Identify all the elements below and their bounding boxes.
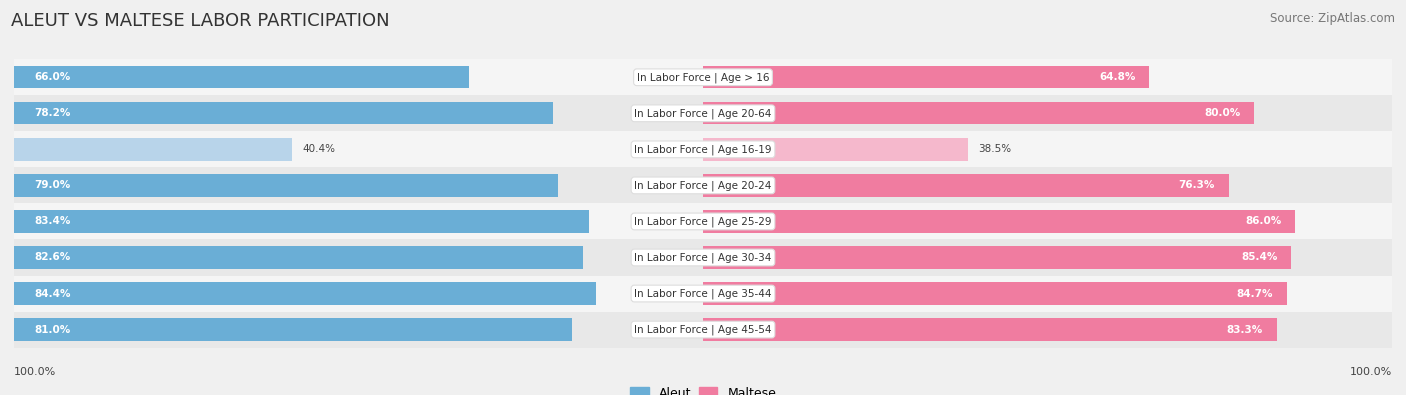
Text: 80.0%: 80.0%: [1204, 108, 1240, 118]
Text: 79.0%: 79.0%: [35, 181, 70, 190]
Bar: [14, 246, 583, 269]
Bar: [14, 276, 1392, 312]
Text: 86.0%: 86.0%: [1246, 216, 1282, 226]
Text: 81.0%: 81.0%: [35, 325, 70, 335]
Text: In Labor Force | Age 45-54: In Labor Force | Age 45-54: [634, 324, 772, 335]
Text: In Labor Force | Age 20-24: In Labor Force | Age 20-24: [634, 180, 772, 191]
Text: In Labor Force | Age 35-44: In Labor Force | Age 35-44: [634, 288, 772, 299]
Bar: [703, 174, 1229, 197]
Bar: [14, 203, 1392, 239]
Bar: [14, 59, 1392, 95]
Text: In Labor Force | Age 30-34: In Labor Force | Age 30-34: [634, 252, 772, 263]
Text: 84.7%: 84.7%: [1236, 288, 1272, 299]
Legend: Aleut, Maltese: Aleut, Maltese: [624, 382, 782, 395]
Text: 84.4%: 84.4%: [35, 288, 72, 299]
Text: 64.8%: 64.8%: [1099, 72, 1136, 82]
Text: In Labor Force | Age 16-19: In Labor Force | Age 16-19: [634, 144, 772, 154]
Text: 100.0%: 100.0%: [1350, 367, 1392, 378]
Text: 38.5%: 38.5%: [979, 144, 1012, 154]
Bar: [14, 312, 1392, 348]
Text: ALEUT VS MALTESE LABOR PARTICIPATION: ALEUT VS MALTESE LABOR PARTICIPATION: [11, 12, 389, 30]
Bar: [14, 102, 553, 124]
Text: In Labor Force | Age 20-64: In Labor Force | Age 20-64: [634, 108, 772, 118]
Bar: [703, 210, 1295, 233]
Bar: [703, 246, 1291, 269]
Text: In Labor Force | Age 25-29: In Labor Force | Age 25-29: [634, 216, 772, 227]
Text: 78.2%: 78.2%: [35, 108, 72, 118]
Bar: [14, 132, 1392, 167]
Bar: [14, 282, 596, 305]
Bar: [14, 66, 468, 88]
Bar: [703, 318, 1277, 341]
Text: 40.4%: 40.4%: [302, 144, 336, 154]
Bar: [703, 282, 1286, 305]
Text: 82.6%: 82.6%: [35, 252, 70, 263]
Text: 83.3%: 83.3%: [1227, 325, 1263, 335]
Bar: [14, 210, 589, 233]
Bar: [703, 102, 1254, 124]
Bar: [14, 167, 1392, 203]
Bar: [703, 138, 969, 160]
Text: 66.0%: 66.0%: [35, 72, 70, 82]
Bar: [14, 95, 1392, 132]
Text: Source: ZipAtlas.com: Source: ZipAtlas.com: [1270, 12, 1395, 25]
Bar: [14, 138, 292, 160]
Text: In Labor Force | Age > 16: In Labor Force | Age > 16: [637, 72, 769, 83]
Bar: [14, 318, 572, 341]
Bar: [14, 239, 1392, 276]
Text: 100.0%: 100.0%: [14, 367, 56, 378]
Text: 76.3%: 76.3%: [1178, 181, 1215, 190]
Text: 83.4%: 83.4%: [35, 216, 72, 226]
Text: 85.4%: 85.4%: [1241, 252, 1278, 263]
Bar: [703, 66, 1150, 88]
Bar: [14, 174, 558, 197]
